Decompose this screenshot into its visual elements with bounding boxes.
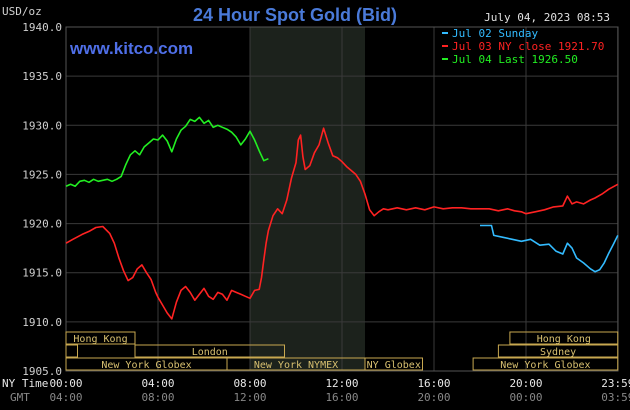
- market-sydney-box: [497, 344, 619, 358]
- chart-title: 24 Hour Spot Gold (Bid): [193, 5, 397, 25]
- market-sydney-label: Sydney: [540, 347, 576, 358]
- x-tick-label-ny: 23:59: [601, 377, 630, 390]
- x-tick-label-gmt: 20:00: [417, 391, 450, 404]
- y-tick-label: 1915.0: [22, 267, 62, 280]
- market-london-box: [134, 344, 285, 358]
- sunday-line: [480, 224, 619, 273]
- x-tick-label-gmt: 00:00: [509, 391, 542, 404]
- market-gap-box: [65, 344, 78, 358]
- legend-swatch-monday: [442, 45, 448, 47]
- y-tick-label: 1935.0: [22, 70, 62, 83]
- y-tick-label: 1910.0: [22, 316, 62, 329]
- market-ny-globex-right-box: [472, 357, 619, 371]
- legend-monday: Jul 03 NY close 1921.70: [452, 40, 604, 53]
- price-series: [65, 116, 619, 320]
- x-tick-label-ny: 08:00: [233, 377, 266, 390]
- x-tick-label-ny: 12:00: [325, 377, 358, 390]
- market-hong-kong-box: [65, 331, 136, 345]
- y-tick-label: 1905.0: [22, 365, 62, 378]
- legend-swatch-tuesday: [442, 58, 448, 60]
- tuesday-line: [65, 116, 269, 187]
- x-axis-labels: 00:0004:0004:0008:0008:0012:0012:0016:00…: [49, 377, 630, 404]
- x-tick-label-gmt: 03:59: [601, 391, 630, 404]
- market-ny-globex-short-box: [364, 357, 423, 371]
- x-tick-label-gmt: 16:00: [325, 391, 358, 404]
- y-tick-label: 1940.0: [22, 21, 62, 34]
- market-ny-nymex-label: New York NYMEX: [254, 360, 338, 371]
- y-tick-label: 1930.0: [22, 119, 62, 132]
- x-tick-label-ny: 04:00: [141, 377, 174, 390]
- plot-border: [65, 26, 619, 372]
- market-ny-globex-label: New York Globex: [101, 360, 191, 371]
- ny-session-shade: [250, 27, 365, 371]
- x-tick-label-ny: 00:00: [49, 377, 82, 390]
- gmt-label: GMT: [10, 391, 30, 404]
- legend-tuesday: Jul 04 Last 1926.50: [452, 53, 578, 66]
- gridlines: [65, 26, 619, 372]
- market-hong-kong-right-label: Hong Kong: [537, 334, 591, 345]
- market-london-label: London: [192, 347, 228, 358]
- legend: Jul 02 Sunday Jul 03 NY close 1921.70 Ju…: [442, 27, 604, 66]
- monday-line: [65, 127, 619, 320]
- market-hong-kong-label: Hong Kong: [73, 334, 127, 345]
- legend-sunday: Jul 02 Sunday: [452, 27, 538, 40]
- x-tick-label-gmt: 12:00: [233, 391, 266, 404]
- x-tick-label-ny: 20:00: [509, 377, 542, 390]
- x-tick-label-gmt: 04:00: [49, 391, 82, 404]
- market-ny-globex-short-label: NY Globex: [367, 360, 421, 371]
- x-tick-label-ny: 16:00: [417, 377, 450, 390]
- brand-url: www.kitco.com: [69, 39, 193, 58]
- y-tick-label: 1920.0: [22, 218, 62, 231]
- y-tick-label: 1925.0: [22, 168, 62, 181]
- ny-time-label: NY Time: [2, 377, 48, 390]
- y-axis-labels: 1940.0 1935.0 1930.0 1925.0 1920.0 1915.0 1910…: [22, 21, 62, 378]
- x-tick-label-gmt: 08:00: [141, 391, 174, 404]
- legend-swatch-sunday: [442, 32, 448, 34]
- market-ny-globex-right-label: New York Globex: [500, 360, 590, 371]
- unit-label: USD/oz: [2, 5, 42, 18]
- timestamp: July 04, 2023 08:53: [484, 11, 610, 24]
- market-hong-kong-right-box: [509, 331, 619, 345]
